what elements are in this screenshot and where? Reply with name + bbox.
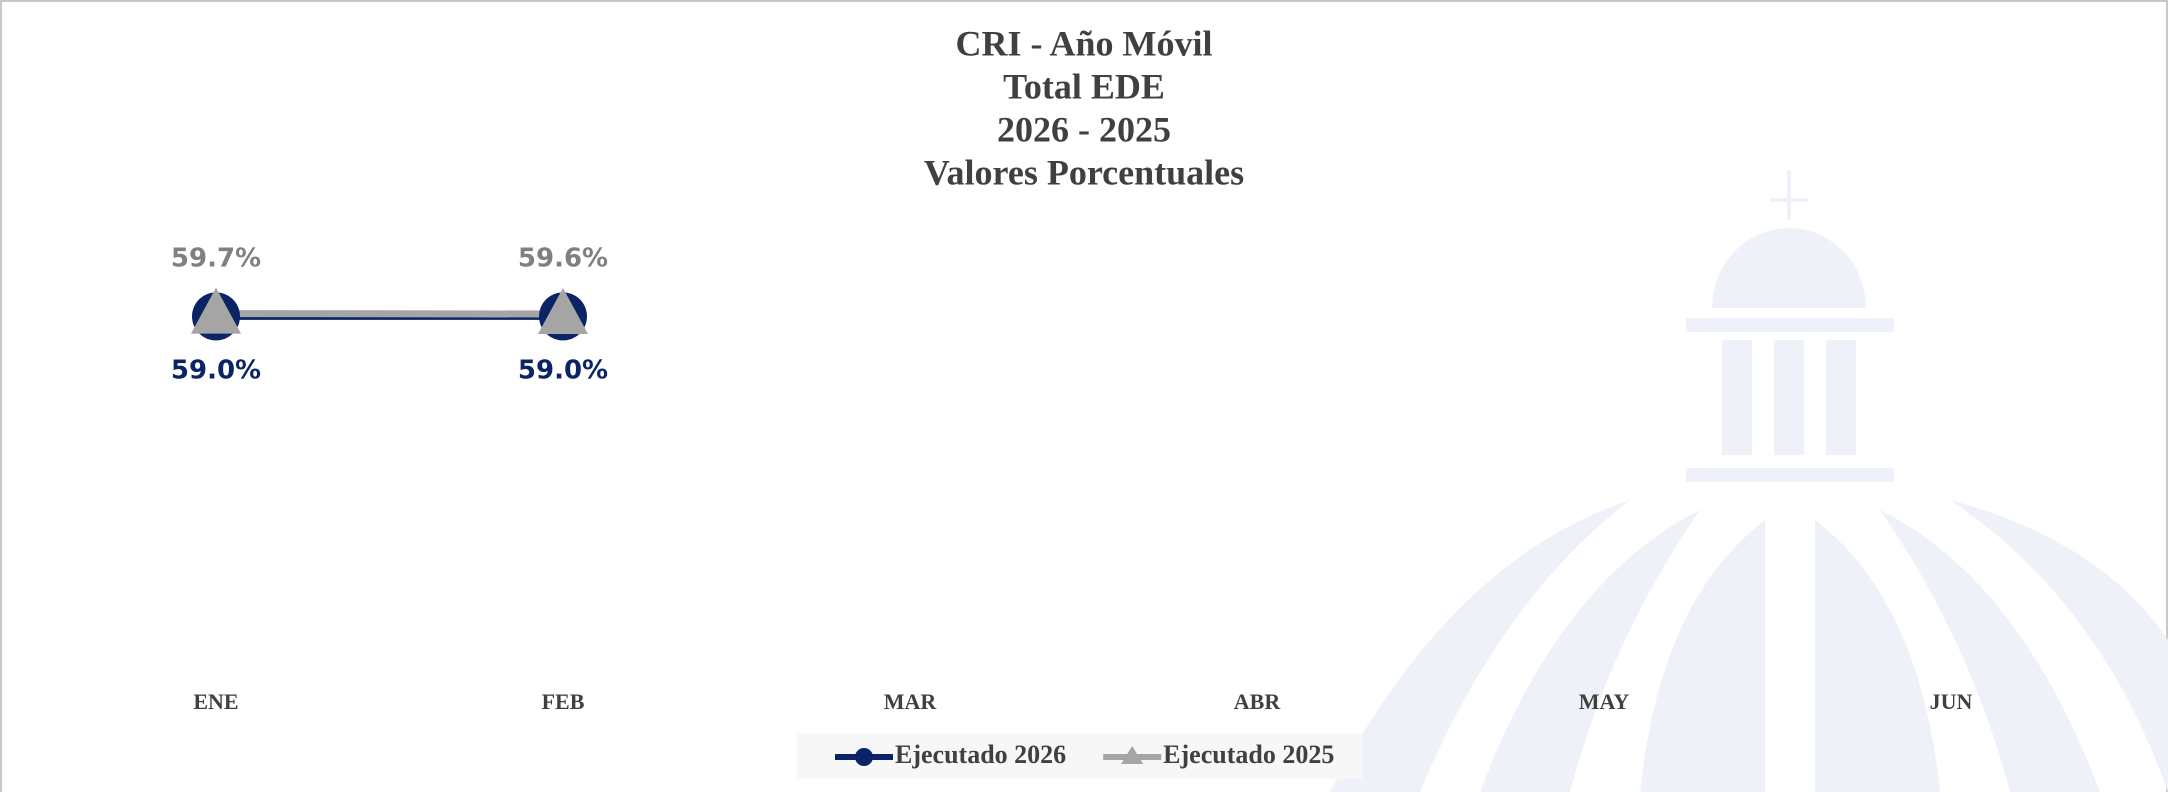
data-label: 59.6% [518,244,608,274]
x-tick-label: ENE [193,689,238,714]
data-label: 59.0% [518,356,608,386]
x-tick-label: MAY [1579,689,1630,714]
chart-title: Total EDE [1003,66,1165,106]
chart-title: Valores Porcentuales [924,152,1244,192]
legend-label: Ejecutado 2025 [1163,740,1334,769]
chart-title: CRI - Año Móvil [955,23,1212,63]
data-label: 59.7% [171,244,261,274]
data-label: 59.0% [171,356,261,386]
page: CRI - Año MóvilTotal EDE2026 - 2025Valor… [0,0,2168,792]
legend-label: Ejecutado 2026 [895,740,1066,769]
chart: CRI - Año MóvilTotal EDE2026 - 2025Valor… [0,0,2168,792]
x-tick-label: MAR [884,689,938,714]
x-tick-label: ABR [1234,689,1282,714]
x-tick-label: JUN [1930,689,1973,714]
x-tick-label: FEB [542,689,585,714]
legend-marker [855,748,873,766]
chart-title: 2026 - 2025 [997,109,1171,149]
